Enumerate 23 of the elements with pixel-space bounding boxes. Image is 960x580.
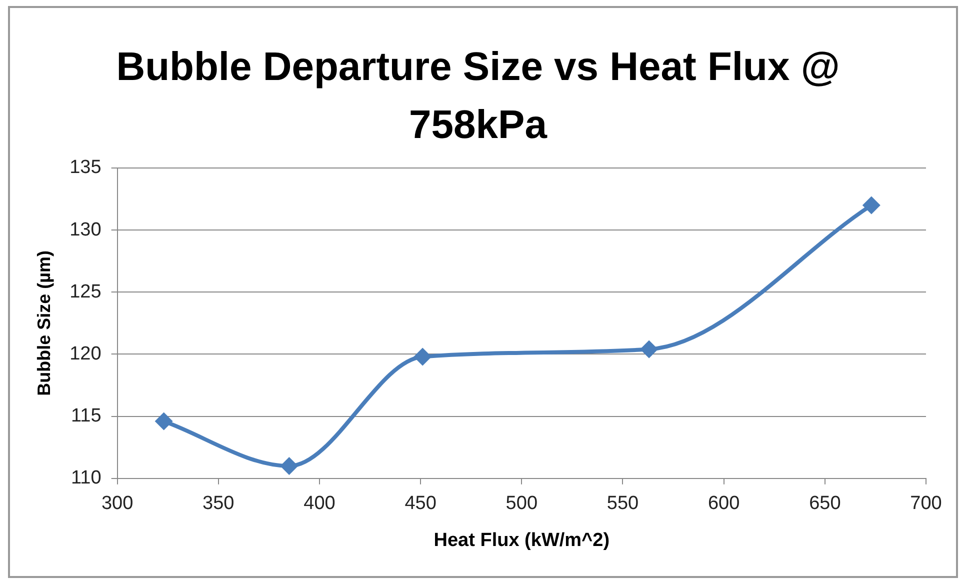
x-tick-label: 700 xyxy=(910,493,942,514)
x-tick-label: 650 xyxy=(809,493,841,514)
y-tick-label: 130 xyxy=(70,219,102,240)
y-tick-label: 110 xyxy=(71,468,102,489)
chart-title: Bubble Departure Size vs Heat Flux @ 758kPa xyxy=(116,45,840,148)
x-tick-label: 400 xyxy=(304,493,336,514)
y-axis-title: Bubble Size (µm) xyxy=(34,250,54,396)
x-axis-title: Heat Flux (kW/m^2) xyxy=(434,530,610,551)
x-tick-label: 350 xyxy=(202,493,234,514)
x-tick-label: 500 xyxy=(506,493,538,514)
y-tick-label: 120 xyxy=(70,343,102,364)
x-tick-label: 450 xyxy=(404,493,436,514)
y-tick-label: 125 xyxy=(70,281,102,302)
point xyxy=(154,412,173,430)
y-tick-label: 135 xyxy=(70,157,102,178)
x-tick-label: 550 xyxy=(606,493,639,514)
point xyxy=(414,348,432,366)
x-tick-label: 600 xyxy=(708,493,740,514)
y-tick-label: 115 xyxy=(71,406,102,427)
point xyxy=(280,456,298,475)
x-tick-label: 300 xyxy=(101,493,134,514)
point xyxy=(862,196,880,214)
point xyxy=(640,340,658,358)
